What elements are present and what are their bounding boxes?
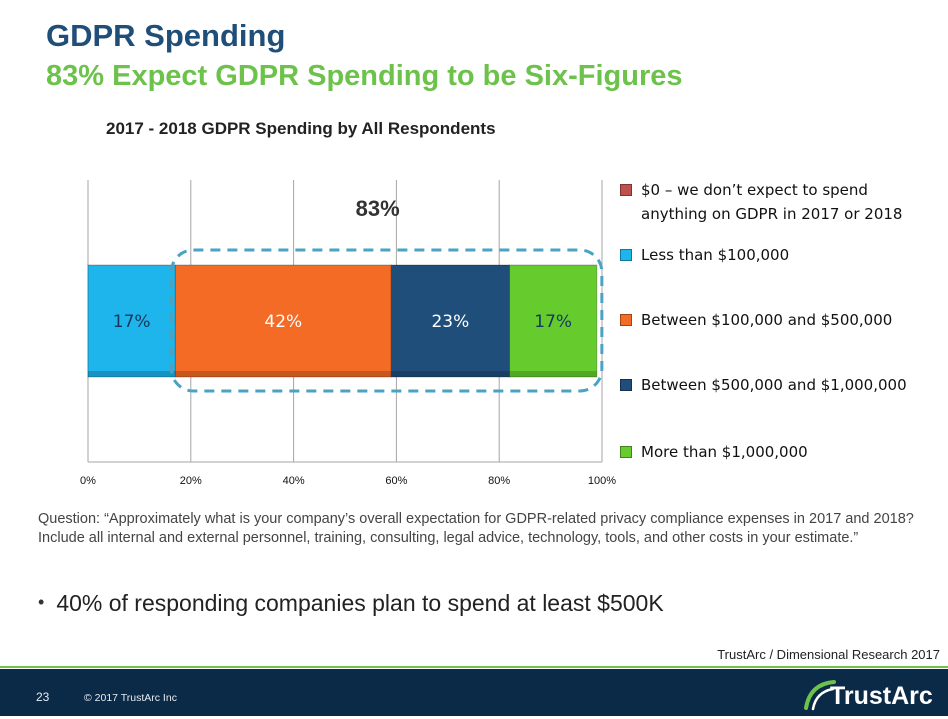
key-finding-text: 40% of responding companies plan to spen… bbox=[56, 590, 664, 616]
bar-segment bbox=[87, 264, 176, 378]
legend-swatch bbox=[620, 379, 632, 391]
x-tick-label: 60% bbox=[385, 475, 407, 487]
slide-subtitle: 83% Expect GDPR Spending to be Six-Figur… bbox=[46, 60, 683, 92]
bar-segment-shade bbox=[391, 371, 510, 377]
bullet-icon: • bbox=[38, 592, 45, 612]
legend-label: More than $1,000,000 bbox=[641, 443, 808, 461]
callout-outline bbox=[169, 248, 604, 393]
survey-question: Question: “Approximately what is your co… bbox=[38, 511, 914, 546]
legend-item: Less than $100,000 bbox=[620, 243, 911, 267]
legend-label: Between $100,000 and $500,000 bbox=[641, 311, 893, 329]
bar-data-label: 17% bbox=[113, 312, 151, 332]
key-finding-bullet: • 40% of responding companies plan to spe… bbox=[38, 590, 664, 617]
legend-swatch bbox=[620, 184, 632, 196]
copyright-notice: © 2017 TrustArc Inc bbox=[84, 692, 177, 704]
trustarc-logo: TrustArc bbox=[800, 676, 940, 714]
legend-item: Between $500,000 and $1,000,000 bbox=[620, 373, 911, 397]
callout-label: 83% bbox=[356, 196, 400, 221]
arc-logo-icon bbox=[804, 680, 836, 711]
legend-swatch bbox=[620, 249, 632, 261]
logo-text: TrustArc bbox=[830, 682, 933, 710]
legend-label: $0 – we don’t expect to spend anything o… bbox=[641, 181, 903, 223]
legend-item: More than $1,000,000 bbox=[620, 440, 911, 464]
chart-title: 2017 - 2018 GDPR Spending by All Respond… bbox=[106, 119, 496, 138]
legend-swatch bbox=[620, 314, 632, 326]
x-tick-label: 40% bbox=[283, 475, 305, 487]
footer-bar bbox=[0, 669, 948, 716]
bar-segment bbox=[174, 264, 392, 378]
footer-divider bbox=[0, 666, 948, 668]
bar-segment bbox=[508, 264, 598, 378]
x-tick-label: 80% bbox=[488, 475, 510, 487]
source-citation: TrustArc / Dimensional Research 2017 bbox=[717, 647, 940, 662]
x-tick-label: 100% bbox=[588, 475, 616, 487]
legend-item: $0 – we don’t expect to spend anything o… bbox=[620, 178, 911, 226]
bar-data-label: 17% bbox=[534, 312, 572, 332]
bar-segment bbox=[390, 264, 510, 378]
x-tick-label: 0% bbox=[80, 475, 96, 487]
bar-data-label: 42% bbox=[264, 312, 302, 332]
bar-segment-shade bbox=[88, 371, 176, 377]
page-number: 23 bbox=[36, 690, 50, 704]
bar-segment-shade bbox=[509, 371, 597, 377]
legend-label: Between $500,000 and $1,000,000 bbox=[641, 376, 907, 394]
bar-data-label: 23% bbox=[431, 312, 469, 332]
legend-swatch bbox=[620, 446, 632, 458]
slide-title: GDPR Spending bbox=[46, 18, 286, 53]
legend-item: Between $100,000 and $500,000 bbox=[620, 308, 911, 332]
bar-segment-shade bbox=[175, 371, 392, 377]
legend-label: Less than $100,000 bbox=[641, 246, 790, 264]
x-tick-label: 20% bbox=[180, 475, 202, 487]
stacked-bar-chart: 0% 20% 40% 60% 80% 100% 17% 42% 23% 17% 83% bbox=[80, 180, 616, 487]
